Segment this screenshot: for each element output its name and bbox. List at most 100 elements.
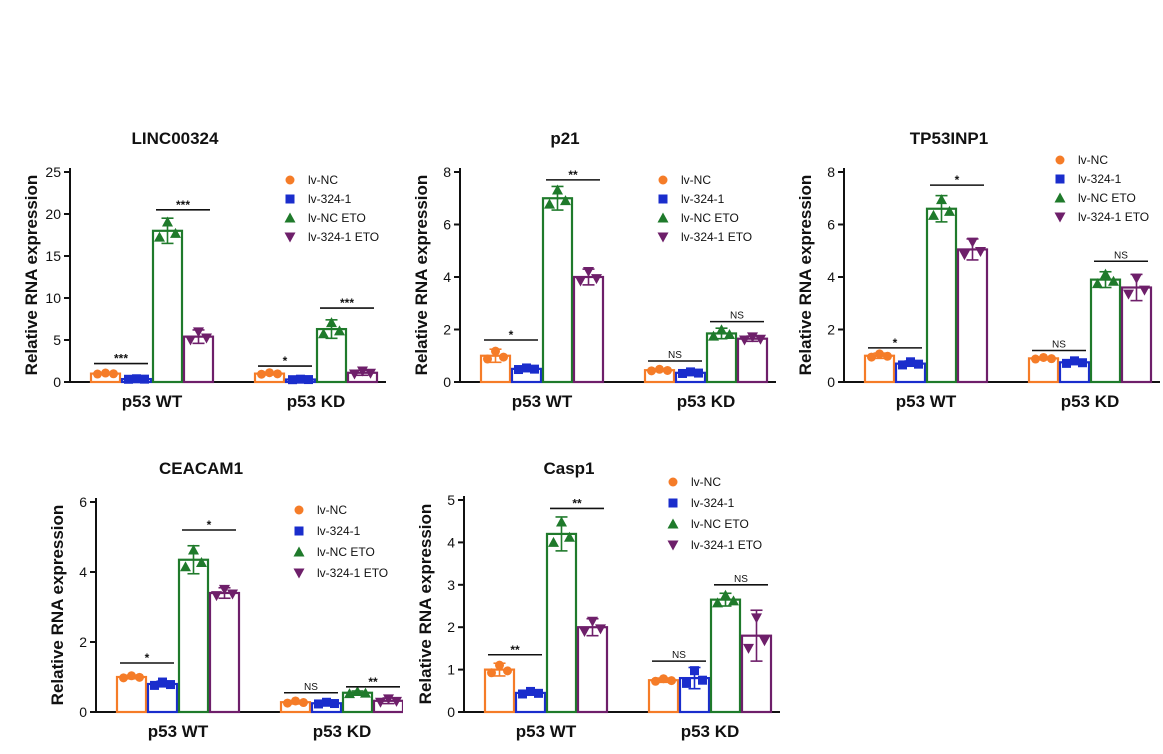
- chart-svg: CEACAM1 Relative RNA expression 0 2 4 6 p53 WT…: [48, 459, 412, 741]
- x-tick-label: p53 WT: [148, 722, 209, 741]
- chart-title: TP53INP1: [910, 129, 988, 148]
- data-point: [1062, 358, 1071, 368]
- data-point: [196, 557, 207, 568]
- bar: [925, 207, 958, 384]
- data-point: [560, 195, 571, 206]
- data-point: [682, 678, 691, 688]
- data-point: [867, 352, 876, 362]
- significance-label: **: [510, 643, 520, 657]
- bar: [151, 229, 184, 384]
- data-point: [265, 368, 274, 378]
- data-point: [499, 352, 508, 362]
- significance-label: NS: [1114, 250, 1128, 261]
- data-point: [334, 325, 345, 336]
- data-point: [483, 354, 492, 364]
- legend-marker: [285, 175, 295, 185]
- x-tick-label: p53 WT: [896, 392, 957, 411]
- x-tick-label: p53 WT: [516, 722, 577, 741]
- data-point: [375, 697, 386, 708]
- bar: [572, 275, 605, 384]
- data-point: [694, 368, 703, 378]
- data-point: [291, 696, 300, 706]
- y-tick-label: 8: [443, 164, 451, 180]
- significance-label: NS: [304, 682, 318, 693]
- legend-label-lv-324-1: lv-324-1: [1078, 172, 1122, 186]
- data-point: [651, 676, 660, 686]
- data-point: [708, 330, 719, 341]
- data-point: [1078, 358, 1087, 368]
- data-point: [575, 276, 586, 287]
- significance-label: *: [955, 173, 960, 187]
- legend-label-lv-324-1-eto: lv-324-1 ETO: [691, 538, 762, 552]
- y-tick-label: 5: [447, 492, 455, 508]
- data-point: [1039, 352, 1048, 362]
- chart-svg: TP53INP1 Relative RNA expression 0 2 4 6 8 p53 …: [796, 129, 1160, 411]
- y-axis-label: Relative RNA expression: [412, 175, 431, 376]
- data-point: [180, 561, 191, 572]
- data-point: [544, 198, 555, 209]
- significance-label: NS: [672, 650, 686, 661]
- data-point: [273, 369, 282, 379]
- data-point: [712, 597, 723, 608]
- data-point: [166, 680, 175, 690]
- bar: [956, 248, 989, 384]
- bar: [576, 626, 609, 714]
- data-point: [663, 365, 672, 375]
- data-point: [227, 589, 238, 600]
- data-point: [659, 674, 668, 684]
- legend-marker: [293, 546, 305, 557]
- x-tick-label: p53 WT: [512, 392, 573, 411]
- data-point: [201, 333, 212, 344]
- legend-marker: [668, 477, 678, 487]
- data-point: [322, 697, 331, 707]
- data-point: [1123, 289, 1134, 300]
- significance-label: ***: [176, 198, 190, 212]
- data-point: [530, 364, 539, 374]
- data-point: [755, 334, 766, 345]
- chart-title: LINC00324: [132, 129, 219, 148]
- data-point: [936, 194, 947, 205]
- data-point: [728, 595, 739, 606]
- y-tick-label: 2: [827, 322, 835, 338]
- chart-title: p21: [550, 129, 579, 148]
- data-point: [655, 364, 664, 374]
- x-tick-label: p53 KD: [681, 722, 740, 741]
- data-point: [185, 335, 196, 346]
- data-point: [906, 357, 915, 367]
- x-tick-label: p53 KD: [287, 392, 346, 411]
- data-point: [304, 375, 313, 385]
- data-point: [883, 351, 892, 361]
- legend-label-lv-nc-eto: lv-NC ETO: [1078, 191, 1136, 205]
- data-point: [365, 368, 376, 379]
- y-tick-label: 3: [447, 577, 455, 593]
- data-point: [391, 696, 402, 707]
- data-point: [1031, 354, 1040, 364]
- legend-marker: [1055, 155, 1065, 165]
- chart-title: Casp1: [543, 459, 594, 478]
- data-point: [211, 591, 222, 602]
- data-point: [93, 369, 102, 379]
- data-point: [591, 274, 602, 285]
- legend-marker: [1054, 192, 1066, 203]
- data-point: [875, 349, 884, 359]
- chart-panel-casp1: Casp1 Relative RNA expression 0 1 2 3 4 5 p53 WT…: [408, 450, 788, 749]
- significance-label: *: [145, 651, 150, 665]
- y-tick-label: 15: [45, 248, 61, 264]
- data-point: [522, 363, 531, 373]
- chart-panel-ceacam1: CEACAM1 Relative RNA expression 0 2 4 6 p53 WT…: [33, 450, 412, 749]
- data-point: [898, 360, 907, 370]
- bar: [115, 675, 148, 714]
- bar: [208, 591, 241, 714]
- data-point: [587, 616, 598, 627]
- significance-label: **: [572, 496, 582, 510]
- chart-panel-tp53inp1: TP53INP1 Relative RNA expression 0 2 4 6 8 p53 …: [792, 120, 1162, 415]
- data-point: [518, 689, 527, 699]
- bar: [736, 337, 769, 384]
- data-point: [556, 516, 567, 527]
- data-point: [564, 531, 575, 542]
- legend-label-lv-nc-eto: lv-NC ETO: [308, 211, 366, 225]
- y-tick-label: 0: [827, 374, 835, 390]
- bar: [705, 332, 738, 384]
- data-point: [914, 359, 923, 369]
- data-point: [150, 680, 159, 690]
